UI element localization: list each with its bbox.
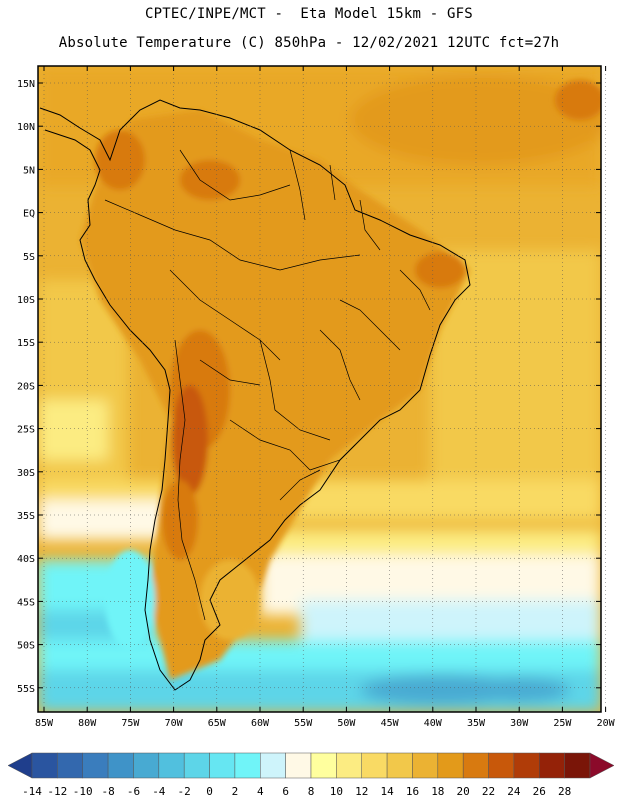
colorbar-cell [412,752,439,779]
colorbar-tick-label: 4 [257,785,264,798]
colorbar-cell [361,752,388,779]
colorbar-cell [57,752,83,779]
colorbar-cell [133,752,160,779]
colorbar-tick-label: 14 [380,785,394,798]
colorbar-tick-label: 2 [232,785,239,798]
lon-label: 80W [78,718,97,729]
lon-label: 25W [553,718,572,729]
colorbar-tick-label: -8 [101,785,114,798]
lat-label: 10N [17,122,35,133]
colorbar-cell [564,752,591,779]
colorbar-cell [285,752,312,779]
lat-label: EQ [23,209,35,220]
lat-label: 40S [17,554,35,565]
colorbar-tick-label: 0 [206,785,213,798]
longitude-labels: 85W 80W 75W 70W 65W 60W 55W 50W 45W 40W 35W 30W 25W 2… [35,718,616,729]
colorbar-cell [488,752,515,779]
colorbar-cell [260,752,286,779]
colorbar-tick-label: 12 [355,785,368,798]
lat-label: 20S [17,381,35,392]
title-line-2: Absolute Temperature (C) 850hPa - 12/02/… [58,35,560,51]
colorbar-cell [539,752,565,779]
country-borders [104,149,431,621]
colorbar-cell [386,752,413,779]
colorbar-tick-label: -4 [152,785,166,798]
lon-label: 85W [35,718,54,729]
colorbar-tick-label: 18 [431,785,444,798]
colorbar-cell [183,752,210,779]
temperature-field [38,66,601,712]
title-line-1: CPTEC/INPE/MCT - Eta Model 15km - GFS [145,6,473,22]
colorbar-cell [107,752,134,779]
colorbar-cell [234,752,261,779]
colorbar-tick-label: -6 [127,785,140,798]
colorbar-cell [513,752,540,779]
lat-label: 50S [17,641,35,652]
lon-label: 50W [337,718,356,729]
axis-ticks [38,66,607,712]
lat-label: 5N [23,165,35,176]
colorbar-cell [82,752,109,779]
colorbar-cell [336,752,362,779]
colorbar-tick-label: -10 [73,785,93,798]
coastline [39,99,471,691]
lon-label: 40W [424,718,443,729]
lat-label: 55S [17,684,35,695]
lon-label: 35W [467,718,486,729]
lon-label: 70W [165,718,184,729]
lat-label: 10S [17,295,35,306]
lat-label: 30S [17,468,35,479]
colorbar-tick-label: 22 [482,785,495,798]
colorbar-tick-label: 6 [282,785,289,798]
lon-label: 30W [510,718,529,729]
map-frame [37,65,602,713]
colorbar-tick-label: 24 [507,785,521,798]
colorbar-tick-label: -14 [22,785,42,798]
lat-label: 15N [17,79,35,90]
colorbar-tick-label: -2 [178,785,191,798]
colorbar-tick-label: -12 [47,785,67,798]
lat-label: 45S [17,597,35,608]
colorbar-cell [158,752,185,779]
lon-label: 60W [251,718,270,729]
lon-label: 75W [121,718,140,729]
colorbar-cell [462,752,489,779]
lat-label: 5S [23,252,35,263]
colorbar-cell [31,752,58,779]
colorbar-cell [437,752,464,779]
lat-label: 35S [17,511,35,522]
colorbar-cell [209,752,236,779]
lon-label: 20W [597,718,616,729]
colorbar-tick-label: 26 [533,785,546,798]
colorbar-cell [310,752,337,779]
lon-label: 45W [381,718,400,729]
colorbar-tick-label: 20 [457,785,470,798]
lon-label: 55W [294,718,313,729]
lon-label: 65W [208,718,227,729]
lat-label: 25S [17,425,35,436]
latitude-labels: 15N 10N 5N EQ 5S 10S 15S 20S 25S 30S 35S 40S 45S 50S 5… [17,79,35,695]
colorbar-tick-label: 10 [330,785,343,798]
colorbar-high-arrow [589,752,615,779]
colorbar-low-arrow [7,752,33,779]
lat-label: 15S [17,338,35,349]
colorbar-tick-label: 28 [558,785,571,798]
colorbar-tick-label: 16 [406,785,419,798]
colorbar-tick-label: 8 [308,785,315,798]
